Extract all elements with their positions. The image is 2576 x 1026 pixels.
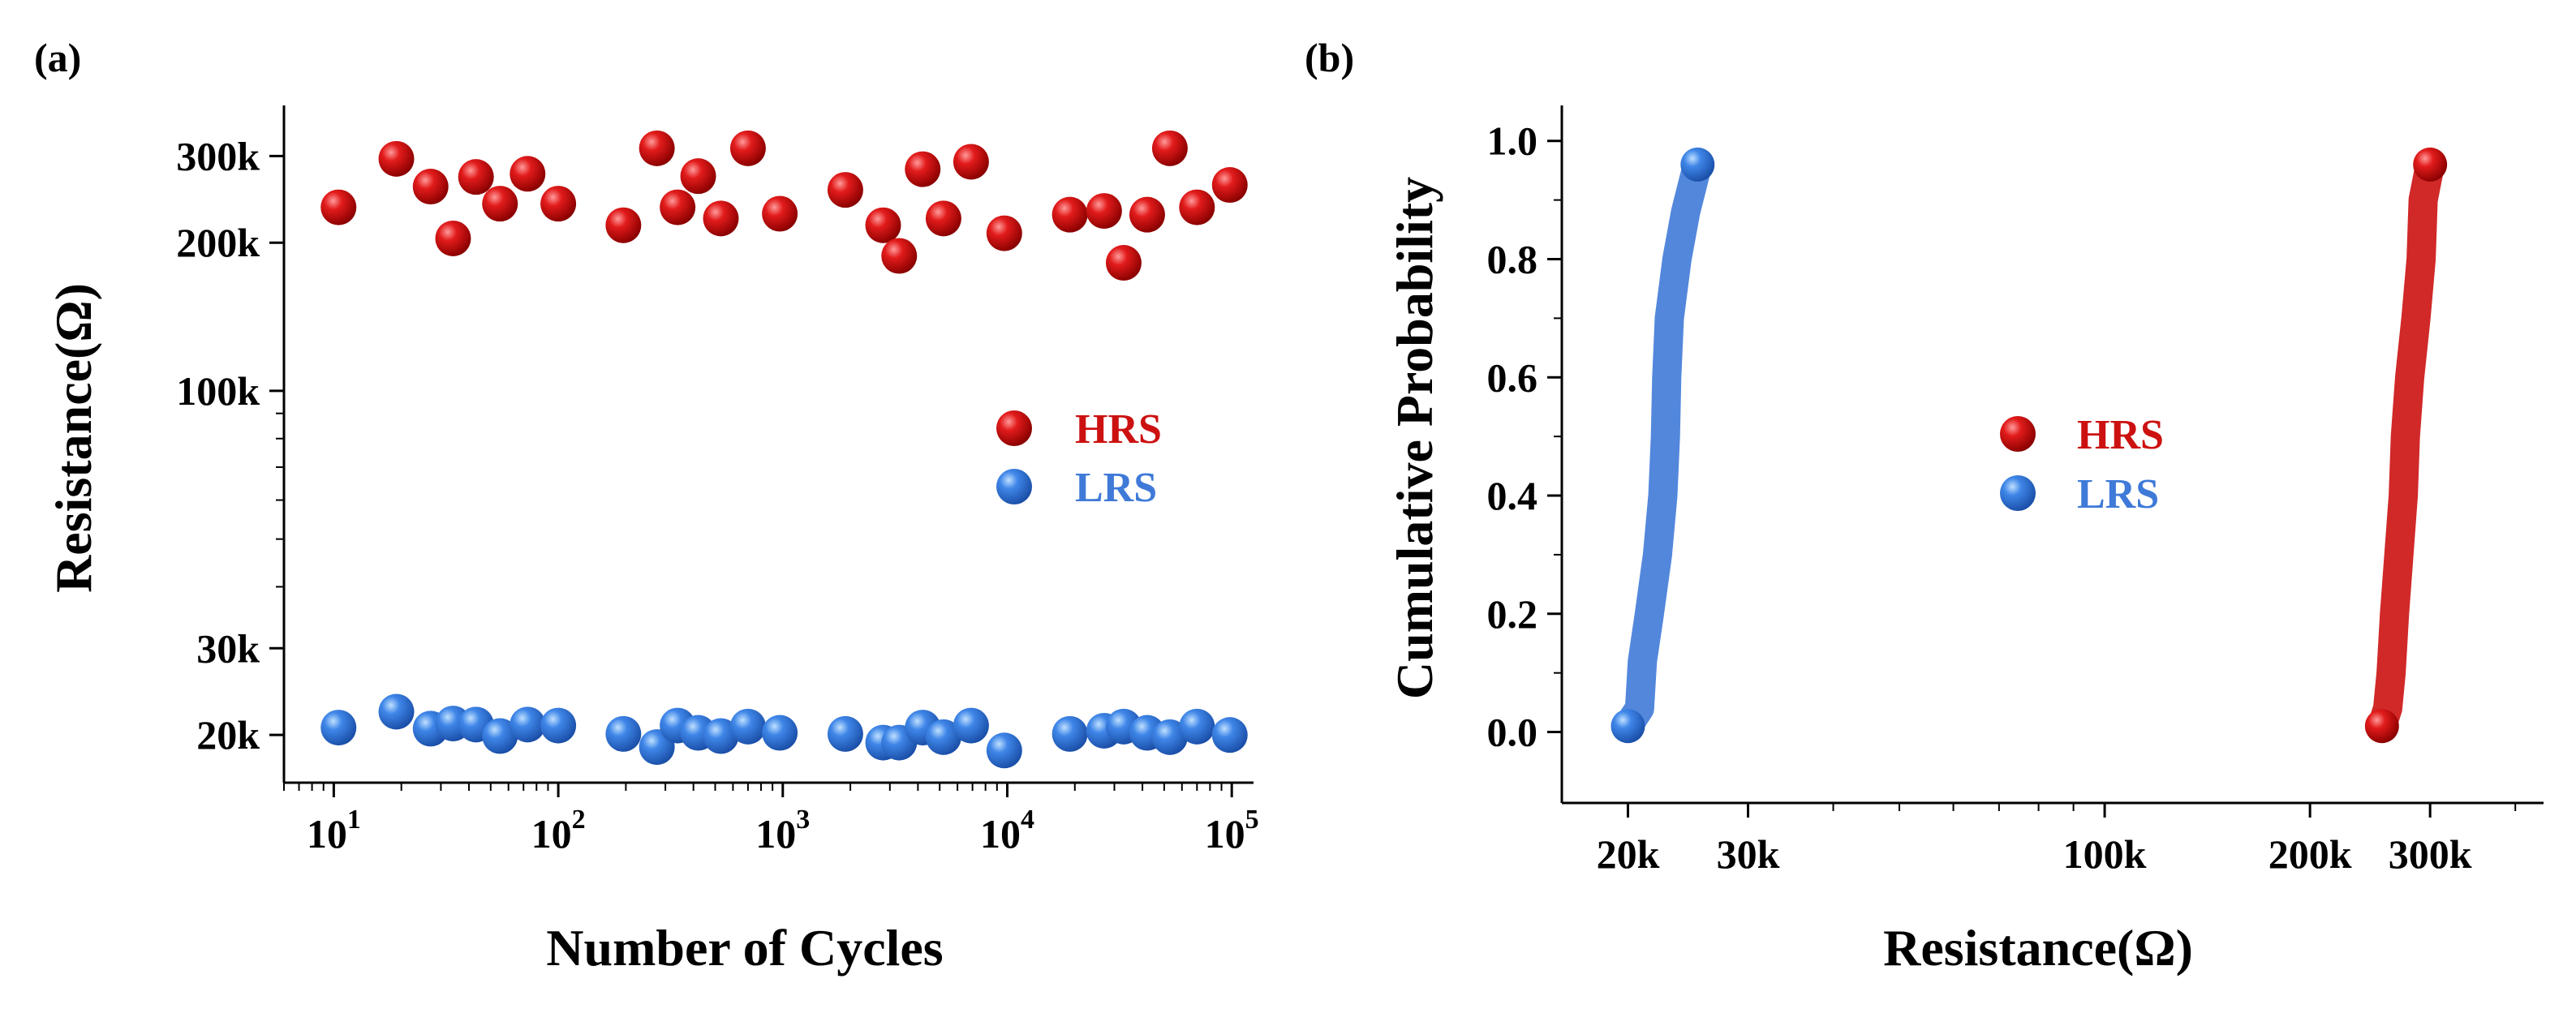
point-hrs (660, 189, 696, 225)
legend-lrs-label: LRS (1075, 465, 1157, 511)
panel-b-chart: (b) 20k 30k 100k 200k 300k 0.0 0.2 0.4 0.6 0.8 1.0… (1305, 35, 2544, 977)
point-hrs (482, 186, 518, 222)
point-lrs (729, 708, 766, 745)
point-lrs (1051, 715, 1088, 752)
curve-start-hrs (2364, 709, 2399, 744)
point-hrs (1051, 196, 1088, 233)
point-hrs (412, 169, 449, 205)
panel-b-y-tick-label: 0.2 (1487, 591, 1538, 637)
point-hrs (540, 186, 577, 222)
point-hrs (1105, 245, 1142, 281)
panel-a-y-tick-label: 200k (176, 220, 260, 265)
point-hrs (1151, 130, 1188, 166)
point-hrs (729, 130, 766, 166)
point-hrs (458, 159, 494, 195)
legend-hrs-label: HRS (1075, 406, 1162, 453)
panel-a-x-axis-title: Number of Cycles (546, 919, 943, 977)
point-hrs (605, 207, 642, 243)
point-lrs (1151, 719, 1188, 755)
legend-lrs-marker (996, 469, 1032, 504)
point-hrs (865, 207, 901, 243)
legend-hrs-marker (2000, 416, 2036, 452)
point-hrs (435, 220, 471, 256)
legend-hrs-label: HRS (2077, 412, 2164, 458)
point-hrs (680, 158, 716, 195)
point-lrs (540, 707, 577, 744)
point-hrs (1211, 167, 1248, 204)
panel-b-label: (b) (1305, 35, 1354, 80)
point-lrs (510, 706, 546, 743)
point-hrs (320, 189, 357, 225)
panel-a-label: (a) (34, 35, 81, 80)
panel-b-y-tick-label: 0.4 (1487, 473, 1538, 518)
point-lrs (378, 693, 415, 730)
panel-a-x-tick-label: 101 (307, 805, 361, 856)
point-hrs (1179, 189, 1215, 225)
curve-lrs (1613, 149, 1713, 741)
point-hrs (827, 172, 863, 208)
panel-a-y-tick-label: 100k (176, 368, 260, 414)
panel-a-x-tick-label: 104 (980, 805, 1034, 856)
legend-lrs-label: LRS (2077, 471, 2159, 517)
point-hrs (881, 238, 918, 274)
panel-b-x-tick-label: 30k (1717, 831, 1780, 877)
panel-b-x-tick-label: 20k (1597, 831, 1660, 877)
point-lrs (605, 715, 642, 752)
panel-b-ticks: 20k 30k 100k 200k 300k 0.0 0.2 0.4 0.6 0.8 1.0 (1487, 118, 2517, 877)
point-lrs (827, 715, 863, 752)
panel-b-y-tick-label: 1.0 (1487, 118, 1538, 164)
panel-b-x-tick-label: 200k (2269, 831, 2352, 877)
panel-b-y-tick-label: 0.0 (1487, 710, 1538, 755)
panel-b-x-tick-label: 100k (2063, 831, 2147, 877)
point-lrs (1179, 708, 1215, 745)
point-hrs (510, 156, 546, 192)
legend-hrs-marker (996, 410, 1032, 446)
panel-a-legend: HRS LRS (996, 406, 1162, 511)
point-lrs (320, 710, 357, 746)
point-lrs (953, 707, 989, 744)
point-lrs (1211, 717, 1248, 753)
point-lrs (762, 715, 798, 751)
panel-b-curves (1611, 147, 2448, 744)
legend-lrs-marker (2000, 475, 2036, 511)
panel-b-x-tick-label: 300k (2389, 831, 2472, 877)
point-hrs (986, 215, 1022, 251)
curve-hrs (2367, 149, 2445, 741)
panel-a-y-tick-label: 300k (176, 133, 260, 178)
point-lrs (482, 718, 518, 754)
point-hrs (378, 140, 415, 177)
point-hrs (1129, 196, 1165, 233)
curve-start-lrs (1611, 709, 1645, 744)
panel-a-axes (282, 105, 1254, 784)
point-hrs (1086, 193, 1122, 230)
panel-b-y-tick-label: 0.8 (1487, 236, 1538, 281)
point-lrs (703, 718, 739, 754)
panel-b-axes (1560, 105, 2544, 805)
point-lrs (986, 732, 1022, 769)
panel-a-chart: (a) 101 102 103 104 105 20k 30k 100k 200k 300k Nu… (34, 35, 1259, 977)
panel-b-y-tick-label: 0.6 (1487, 354, 1538, 400)
panel-a-ticks: 101 102 103 104 105 20k 30k 100k 200k 300k (176, 133, 1258, 856)
panel-a-x-tick-label: 105 (1205, 805, 1259, 856)
curve-end-hrs (2413, 147, 2448, 182)
curve-end-lrs (1680, 147, 1715, 182)
point-hrs (762, 195, 798, 232)
panel-a-y-tick-label: 20k (196, 712, 260, 758)
panel-a-y-tick-label: 30k (196, 625, 260, 671)
point-hrs (905, 151, 941, 187)
panel-a-x-tick-label: 102 (531, 805, 586, 856)
panel-b-x-axis-title: Resistance(Ω) (1883, 919, 2193, 977)
panel-a-x-tick-label: 103 (755, 805, 810, 856)
panel-a-points (320, 130, 1248, 769)
point-hrs (703, 200, 739, 237)
panel-b-legend: HRS LRS (2000, 412, 2164, 517)
panel-a-y-axis-title: Resistance(Ω) (45, 283, 102, 593)
panel-b-y-axis-title: Cumulative Probability (1386, 177, 1443, 699)
point-lrs (925, 719, 961, 755)
point-hrs (953, 144, 989, 180)
point-hrs (925, 200, 961, 237)
point-hrs (639, 130, 675, 166)
